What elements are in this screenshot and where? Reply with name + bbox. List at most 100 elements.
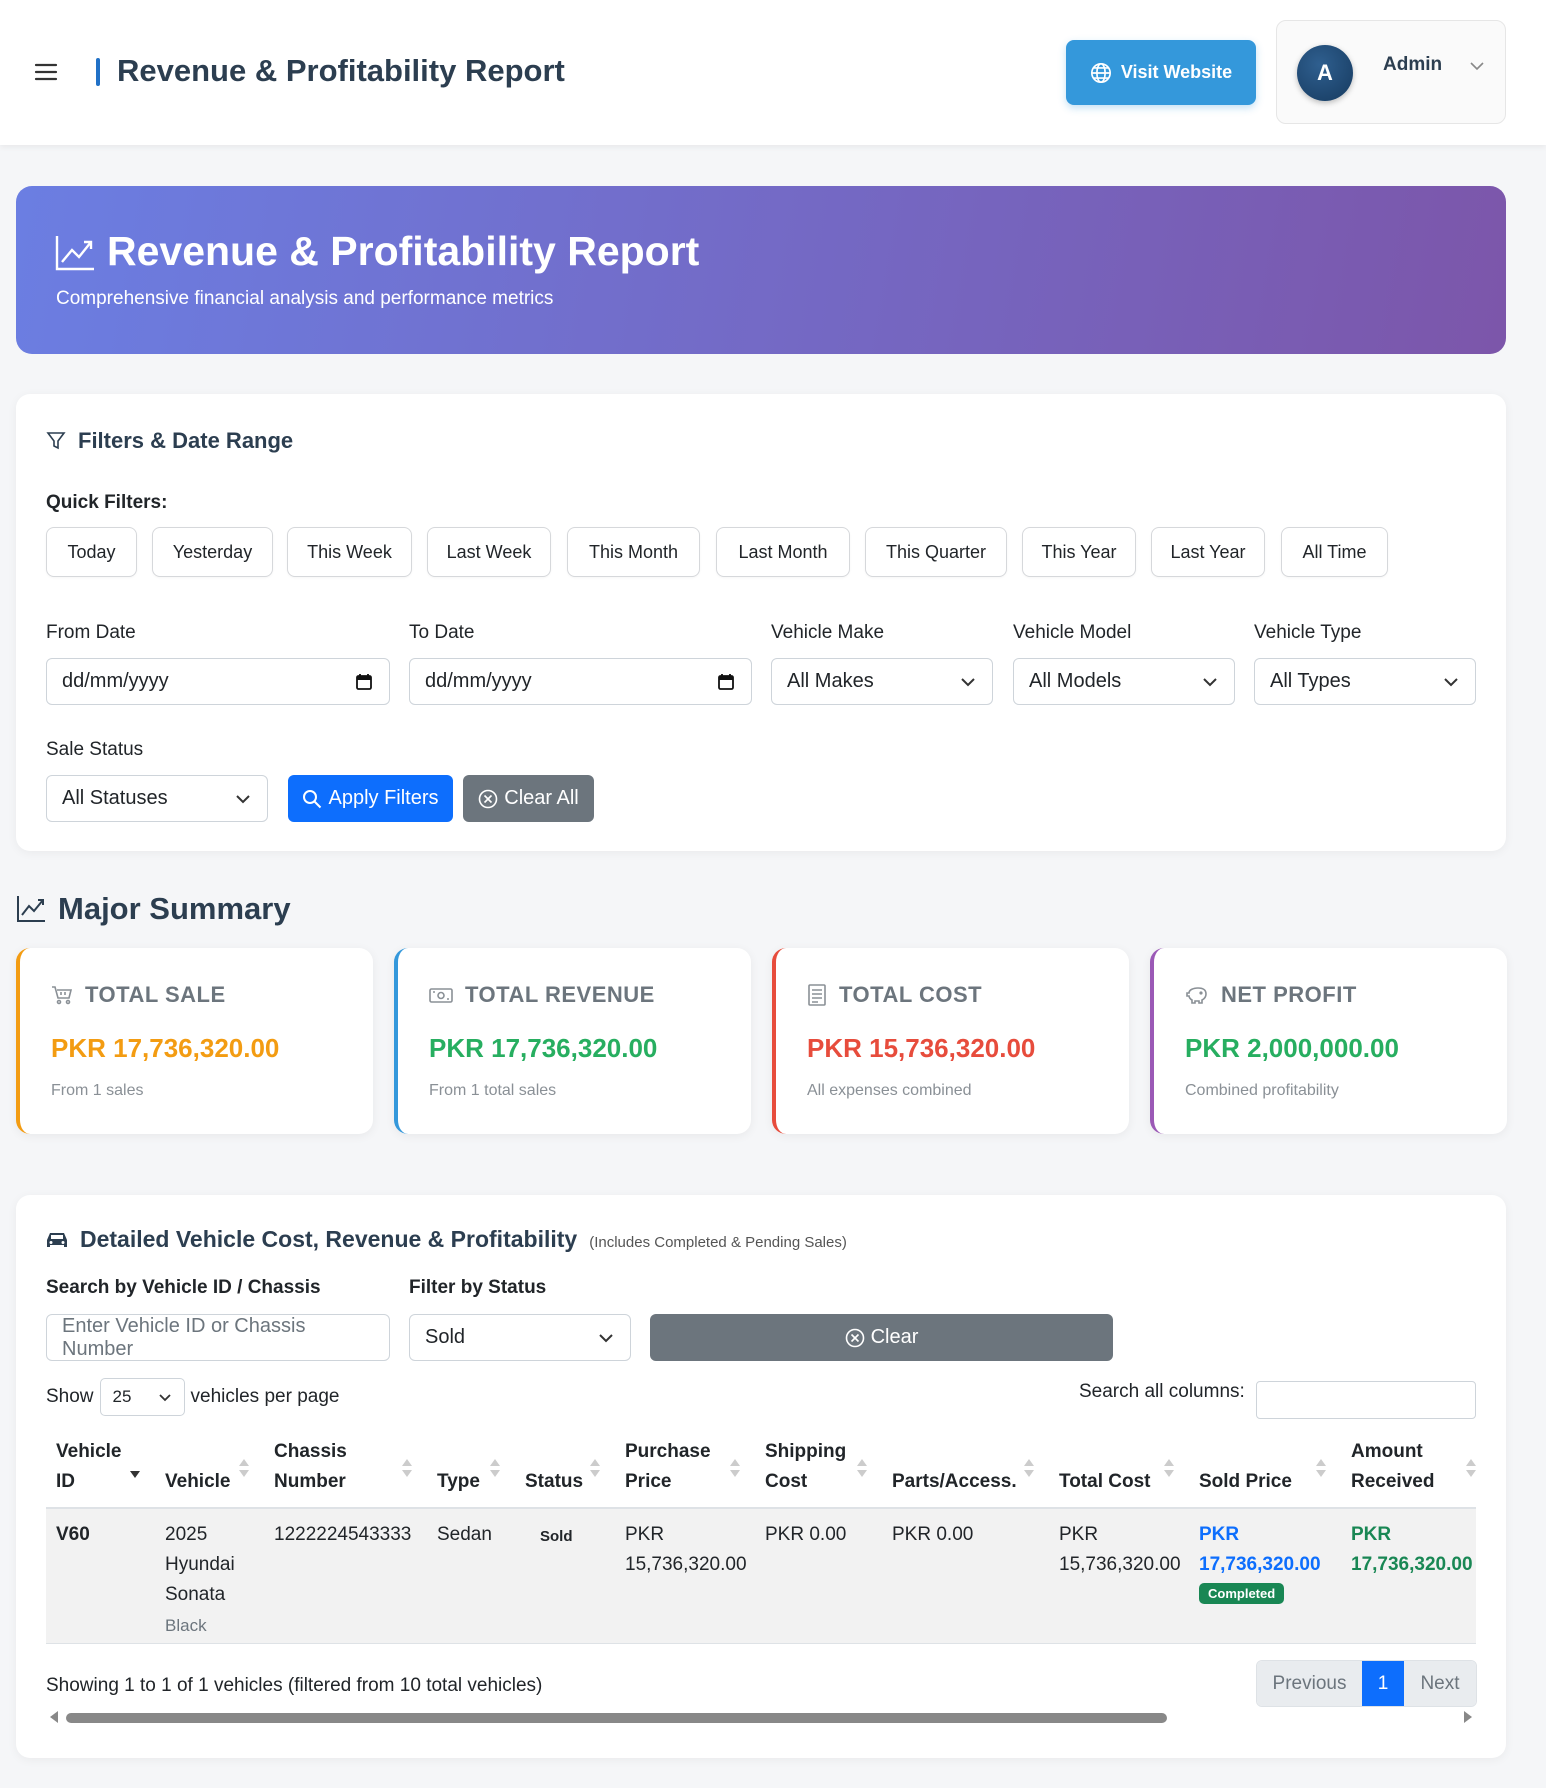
sort-icon[interactable] [1316, 1457, 1326, 1479]
cart-icon [51, 985, 73, 1005]
close-circle-icon [478, 789, 498, 809]
chevron-down-icon [1443, 677, 1459, 687]
sort-icon[interactable] [730, 1457, 740, 1479]
quick-filters-label: Quick Filters: [46, 492, 168, 513]
quick-filter-last-week[interactable]: Last Week [427, 527, 551, 577]
next-page-button[interactable]: Next [1404, 1661, 1476, 1706]
quick-filter-this-year[interactable]: This Year [1022, 527, 1136, 577]
stat-note: From 1 total sales [429, 1082, 557, 1099]
status-filter-label: Filter by Status [409, 1277, 547, 1298]
sort-icon[interactable] [239, 1457, 249, 1479]
quick-filter-this-week[interactable]: This Week [287, 527, 412, 577]
vehicle-type-select[interactable]: All Types [1254, 658, 1476, 705]
per-page-select[interactable]: 25 [99, 1378, 185, 1416]
cell-shipping-cost: PKR 0.00 [765, 1524, 847, 1545]
col-type[interactable]: Type [437, 1471, 480, 1492]
col-sold-price[interactable]: Sold Price [1199, 1471, 1292, 1492]
to-date-input[interactable]: dd/mm/yyyy [409, 658, 752, 705]
detail-subtitle: (Includes Completed & Pending Sales) [589, 1234, 847, 1251]
avatar: A [1297, 45, 1353, 101]
apply-filters-label: Apply Filters [328, 787, 439, 809]
horizontal-scrollbar[interactable] [66, 1713, 1167, 1723]
visit-website-button[interactable]: Visit Website [1066, 40, 1256, 105]
quick-filter-this-quarter[interactable]: This Quarter [865, 527, 1007, 577]
search-all-label: Search all columns: [1079, 1381, 1245, 1402]
search-all-input[interactable] [1256, 1381, 1476, 1419]
col-chassis[interactable]: Chassis Number [274, 1441, 347, 1492]
previous-page-button[interactable]: Previous [1257, 1661, 1362, 1706]
clear-button[interactable]: Clear [650, 1314, 1113, 1361]
vehicle-search-input[interactable]: Enter Vehicle ID or Chassis Number [46, 1314, 390, 1361]
sort-icon[interactable] [402, 1457, 412, 1479]
quick-filter-today[interactable]: Today [46, 527, 137, 577]
col-vehicle[interactable]: Vehicle [165, 1471, 231, 1492]
menu-icon[interactable] [34, 62, 58, 82]
vehicle-model-value: All Models [1029, 670, 1122, 692]
hero-subtitle: Comprehensive financial analysis and per… [56, 288, 554, 309]
sale-status-label: Sale Status [46, 739, 144, 760]
status-filter-select[interactable]: Sold [409, 1314, 631, 1361]
quick-filter-all-time[interactable]: All Time [1281, 527, 1388, 577]
col-total-cost[interactable]: Total Cost [1059, 1471, 1151, 1492]
page-1-button[interactable]: 1 [1362, 1661, 1404, 1706]
detail-header: Detailed Vehicle Cost, Revenue & Profita… [44, 1226, 847, 1253]
calendar-icon[interactable] [717, 673, 735, 691]
table-row[interactable] [46, 1509, 1476, 1644]
vehicle-type-value: All Types [1270, 670, 1351, 692]
stat-note: All expenses combined [807, 1082, 972, 1099]
stat-header: TOTAL REVENUE [429, 982, 655, 1008]
scroll-right-arrow[interactable] [1464, 1711, 1472, 1723]
col-status[interactable]: Status [525, 1471, 584, 1492]
cash-icon [429, 986, 453, 1004]
stat-card-total-revenue: TOTAL REVENUE PKR 17,736,320.00 From 1 t… [394, 948, 751, 1134]
cell-total-cost: PKR 15,736,320.00 [1059, 1524, 1181, 1575]
vehicle-make-value: All Makes [787, 670, 874, 692]
quick-filter-this-month[interactable]: This Month [567, 527, 700, 577]
chevron-down-icon [1202, 677, 1218, 687]
quick-filter-yesterday[interactable]: Yesterday [152, 527, 273, 577]
calendar-icon[interactable] [355, 673, 373, 691]
chevron-down-icon [1469, 61, 1485, 71]
table-info: Showing 1 to 1 of 1 vehicles (filtered f… [46, 1675, 543, 1696]
sort-icon[interactable] [1024, 1457, 1034, 1479]
page-title: Revenue & Profitability Report [117, 53, 565, 88]
sale-status-select[interactable]: All Statuses [46, 775, 268, 822]
user-name: Admin [1383, 54, 1443, 75]
status-filter-value: Sold [425, 1326, 466, 1348]
chevron-down-icon [960, 677, 976, 687]
vehicle-model-select[interactable]: All Models [1013, 658, 1235, 705]
col-amount-received[interactable]: Amount Received [1351, 1441, 1435, 1492]
cell-chassis: 1222224543333 [274, 1524, 412, 1545]
stat-value: PKR 15,736,320.00 [807, 1033, 1036, 1063]
sort-icon[interactable] [590, 1457, 600, 1479]
stat-note: From 1 sales [51, 1082, 144, 1099]
sort-icon[interactable] [1164, 1457, 1174, 1479]
table-header-divider [46, 1507, 1476, 1509]
clear-label: Clear [870, 1326, 919, 1348]
user-menu[interactable]: A Admin [1276, 20, 1506, 124]
col-purchase-price[interactable]: Purchase Price [625, 1441, 711, 1492]
sort-desc-icon[interactable] [130, 1457, 140, 1479]
clear-all-button[interactable]: Clear All [463, 775, 594, 822]
col-vehicle-id[interactable]: Vehicle ID [56, 1441, 122, 1492]
stat-label: TOTAL COST [839, 982, 983, 1007]
cell-vehicle-id: V60 [56, 1524, 90, 1545]
sort-icon[interactable] [1466, 1457, 1476, 1479]
apply-filters-button[interactable]: Apply Filters [288, 775, 453, 822]
sort-icon[interactable] [490, 1457, 500, 1479]
from-date-input[interactable]: dd/mm/yyyy [46, 658, 390, 705]
visit-website-label: Visit Website [1120, 62, 1233, 82]
quick-filter-last-year[interactable]: Last Year [1151, 527, 1265, 577]
stat-card-total-cost: TOTAL COST PKR 15,736,320.00 All expense… [772, 948, 1129, 1134]
vehicle-make-select[interactable]: All Makes [771, 658, 993, 705]
col-shipping-cost[interactable]: Shipping Cost [765, 1441, 847, 1492]
hero-banner: Revenue & Profitability Report Comprehen… [16, 186, 1506, 354]
col-parts[interactable]: Parts/Access. [892, 1471, 1017, 1492]
stat-value: PKR 17,736,320.00 [429, 1033, 658, 1063]
stat-note: Combined profitability [1185, 1082, 1339, 1099]
sort-icon[interactable] [857, 1457, 867, 1479]
hero-title: Revenue & Profitability Report [107, 228, 700, 274]
quick-filter-last-month[interactable]: Last Month [716, 527, 850, 577]
cell-vehicle: 2025 Hyundai Sonata [165, 1524, 235, 1605]
scroll-left-arrow[interactable] [50, 1711, 58, 1723]
